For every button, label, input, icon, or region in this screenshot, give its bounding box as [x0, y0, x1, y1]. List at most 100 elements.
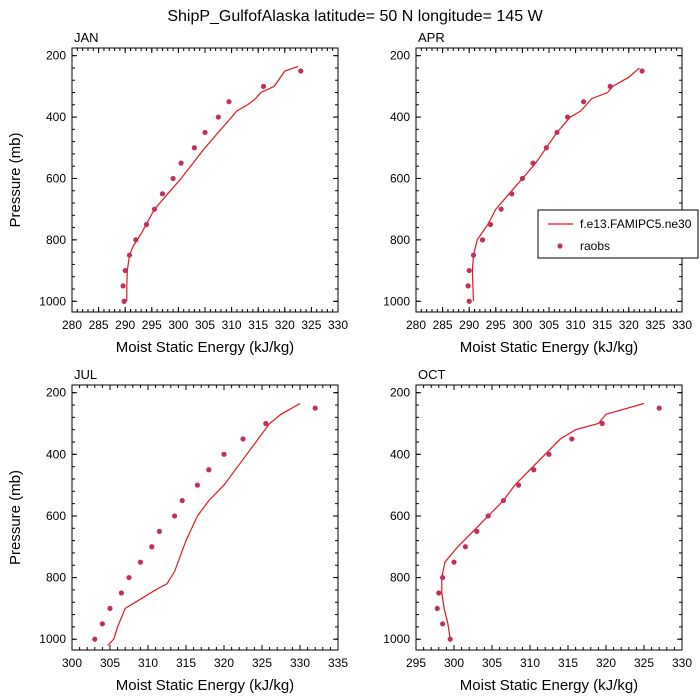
raob-point	[565, 114, 571, 120]
model-line	[471, 67, 640, 302]
x-tick-label: 290	[459, 318, 479, 332]
y-tick-label: 200	[390, 386, 410, 400]
x-tick-label: 325	[252, 656, 272, 670]
x-tick-label: 280	[406, 318, 426, 332]
x-axis-label: Moist Static Energy (kJ/kg)	[460, 339, 638, 356]
y-tick-label: 800	[46, 571, 66, 585]
x-tick-label: 325	[645, 318, 665, 332]
raob-point	[500, 497, 506, 504]
model-line	[107, 402, 301, 646]
y-tick-label: 800	[46, 233, 66, 247]
y-tick-label: 200	[46, 49, 66, 63]
y-tick-label: 400	[46, 447, 66, 461]
x-tick-label: 285	[89, 318, 109, 332]
plot-frame	[71, 47, 339, 313]
raob-point	[543, 145, 549, 151]
y-axis-label: Pressure (mb)	[7, 132, 24, 227]
raob-point	[474, 528, 480, 534]
x-tick-label: 295	[486, 318, 506, 332]
raob-point	[639, 68, 645, 74]
y-tick-label: 800	[390, 571, 410, 585]
raob-point	[202, 129, 208, 136]
raob-point	[516, 482, 522, 488]
raob-point	[118, 590, 124, 596]
data-area	[434, 402, 662, 642]
raob-point	[107, 605, 113, 612]
x-tick-label: 310	[566, 318, 586, 332]
x-tick-label: 330	[672, 318, 692, 332]
x-tick-label: 330	[328, 318, 348, 332]
raob-point	[226, 99, 232, 105]
panel-apr: APR 280 285 290 295 300 305 310 315 320 325 330 200 4…	[383, 30, 699, 356]
raob-point	[656, 405, 662, 411]
raob-point	[156, 528, 162, 534]
x-tick-label: 310	[138, 656, 158, 670]
raob-point	[479, 237, 486, 243]
y-tick-label: 200	[390, 49, 410, 63]
y-tick-label: 600	[390, 509, 410, 523]
raob-point	[194, 482, 200, 488]
x-tick-label: 310	[520, 656, 540, 670]
x-axis-label: Moist Static Energy (kJ/kg)	[116, 677, 294, 694]
panel-oct: OCT 295 300 305 310 315 320 325 330 200 400 600 800 1…	[383, 367, 692, 694]
model-line	[126, 65, 299, 302]
raob-point	[149, 544, 155, 550]
raob-point	[120, 283, 126, 289]
raob-point	[159, 191, 166, 197]
raob-point	[240, 436, 246, 442]
raob-point	[126, 574, 132, 581]
y-tick-label: 800	[390, 233, 410, 247]
raob-point	[126, 252, 133, 258]
raob-point	[298, 68, 304, 74]
plot-frame	[415, 47, 683, 313]
raob-point	[466, 298, 472, 304]
raob-point	[466, 267, 472, 274]
x-tick-label: 335	[328, 656, 348, 670]
y-tick-label: 1000	[383, 632, 410, 646]
raob-point	[599, 420, 605, 427]
y-tick-label: 400	[390, 447, 410, 461]
raob-point	[607, 83, 613, 89]
x-tick-label: 305	[100, 656, 120, 670]
data-area	[120, 65, 304, 304]
legend-box	[537, 209, 699, 259]
raob-point	[151, 206, 158, 212]
y-tick-label: 1000	[39, 632, 66, 646]
x-axis-label: Moist Static Energy (kJ/kg)	[460, 677, 638, 694]
raob-point	[470, 252, 477, 258]
raob-point	[312, 405, 318, 411]
raob-point	[133, 237, 139, 243]
x-tick-label: 290	[115, 318, 135, 332]
y-axis-label: Pressure (mb)	[7, 470, 24, 565]
raob-point	[485, 513, 491, 519]
raob-point	[440, 574, 446, 581]
y-tick-label: 400	[46, 110, 66, 124]
raob-point	[519, 175, 526, 182]
raob-point	[260, 83, 267, 89]
raob-point	[462, 544, 468, 550]
x-tick-label: 315	[248, 318, 268, 332]
x-tick-label: 295	[406, 656, 426, 670]
raob-point	[178, 160, 184, 166]
x-tick-label: 305	[482, 656, 502, 670]
x-tick-label: 300	[62, 656, 82, 670]
x-tick-label: 325	[301, 318, 321, 332]
panel-jan: JAN 280 285 290 295 300 305 310 315 320 325 330 200 4…	[7, 30, 348, 356]
y-tick-label: 1000	[39, 294, 66, 308]
raob-point	[137, 559, 143, 565]
raob-point	[436, 590, 442, 596]
raob-point	[206, 467, 212, 473]
x-tick-label: 320	[619, 318, 639, 332]
x-tick-label: 300	[168, 318, 188, 332]
raob-point	[498, 206, 504, 212]
raob-point	[121, 298, 127, 304]
raob-point	[530, 160, 536, 166]
raob-point	[554, 129, 560, 136]
raob-point	[447, 636, 453, 642]
raob-point	[170, 175, 176, 182]
raob-point	[569, 436, 575, 442]
y-tick-label: 600	[390, 171, 410, 185]
raob-point	[546, 451, 552, 457]
x-tick-label: 320	[596, 656, 616, 670]
